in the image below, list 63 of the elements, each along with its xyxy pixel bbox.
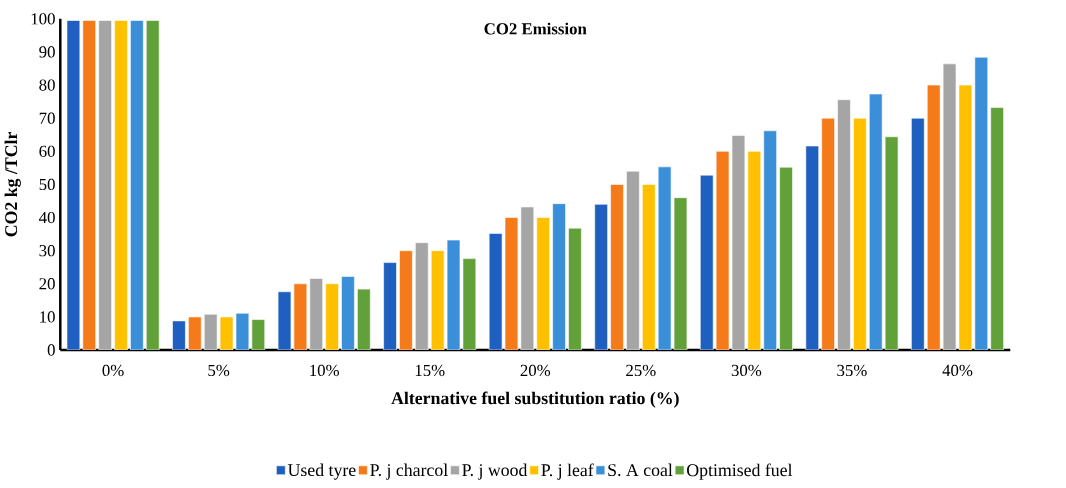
bar (130, 20, 144, 351)
bar (415, 242, 429, 351)
legend-label: S. A coal (608, 463, 673, 477)
y-tick-label: 90 (39, 46, 55, 58)
bar (958, 84, 973, 351)
y-tick-label: 60 (39, 145, 55, 158)
bar (114, 20, 128, 351)
bar (610, 184, 624, 351)
bar (399, 250, 413, 351)
legend-label: Optimised fuel (687, 463, 793, 480)
bar (383, 262, 397, 351)
legend-label: Used tyre (287, 463, 356, 480)
bar (552, 203, 566, 351)
y-tick-label: 100 (31, 13, 55, 25)
bar (911, 117, 925, 351)
y-tick-label: 10 (40, 311, 55, 323)
bar (837, 99, 851, 351)
bar (172, 320, 186, 351)
legend-label: P. j charcol (370, 463, 448, 480)
y-tick-label: 50 (39, 178, 55, 191)
bar (309, 278, 323, 351)
x-tick-label: 10% (310, 364, 339, 377)
x-tick-label: 35% (837, 364, 867, 377)
y-tick-label: 70 (39, 112, 55, 124)
bar (626, 170, 640, 351)
bar (821, 117, 835, 351)
x-tick-label: 15% (415, 364, 445, 377)
y-axis-title: CO2 kg /TClr (4, 132, 21, 237)
y-tick-label: 80 (39, 79, 55, 91)
x-tick-label: 20% (520, 364, 551, 377)
x-tick-label: 30% (731, 364, 762, 377)
y-tick-label: 40 (39, 211, 55, 224)
bar (188, 316, 202, 351)
bar (66, 20, 81, 351)
bar (805, 145, 820, 351)
y-tick-label: 0 (47, 344, 55, 356)
bar (763, 130, 777, 351)
bar (98, 20, 112, 351)
x-tick-label: 25% (626, 364, 656, 377)
bar (145, 20, 160, 351)
legend-label: P. j wood (462, 463, 528, 480)
bar (82, 20, 97, 351)
x-tick-label: 5% (208, 364, 230, 377)
bar (990, 107, 1004, 351)
chart-title: CO2 Emission (484, 22, 587, 35)
bar (341, 276, 355, 351)
bar (779, 166, 793, 351)
bar (868, 93, 883, 351)
x-tick-label: 0% (102, 364, 124, 377)
bar (325, 283, 339, 351)
x-tick-label: 40% (942, 364, 973, 377)
bar (594, 204, 608, 351)
bar (357, 288, 371, 351)
legend-label: P. j leaf (541, 463, 594, 480)
y-tick-label: 30 (39, 245, 55, 257)
bar (974, 57, 989, 351)
x-axis-title: Alternative fuel substitution ratio (%) (391, 391, 679, 408)
y-tick-label: 20 (39, 278, 55, 290)
bar (568, 227, 582, 351)
bar (642, 184, 656, 351)
bar (884, 136, 899, 351)
bar (853, 117, 867, 351)
bar (536, 217, 550, 351)
